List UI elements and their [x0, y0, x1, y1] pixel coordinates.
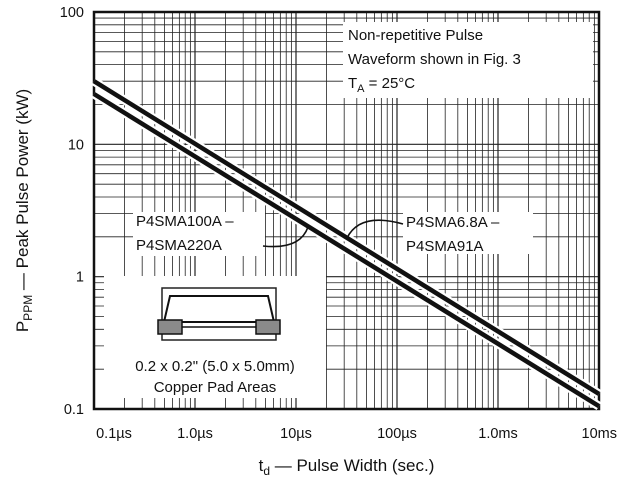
x-tick-label: 0.1µs	[96, 426, 132, 442]
left-pad	[157, 319, 183, 335]
smd-package-icon	[157, 287, 281, 341]
package-body	[162, 295, 276, 323]
y-tick-label: 0.1	[64, 402, 84, 418]
series-b-leader	[262, 226, 309, 248]
pad-line-1: 0.2 x 0.2" (5.0 x 5.0mm)	[135, 358, 295, 375]
series-b-label-line-1: P4SMA100A –	[136, 213, 234, 230]
series-a-label-bg	[403, 212, 533, 254]
series-b-label: P4SMA100A – P4SMA220A	[133, 212, 309, 256]
series-a-label-line-2: P4SMA91A	[406, 238, 484, 255]
x-tick-label: 1.0ms	[478, 426, 518, 442]
right-pad	[255, 319, 281, 335]
copper-pad-inset: 0.2 x 0.2" (5.0 x 5.0mm) Copper Pad Area…	[104, 276, 326, 398]
series-a-label-line-1: P4SMA6.8A –	[406, 214, 500, 231]
series-line-2	[92, 92, 601, 409]
plot-frame	[92, 10, 601, 411]
series-b-label-line-2: P4SMA220A	[136, 237, 222, 254]
x-tick-label: 10µs	[280, 426, 312, 442]
condition-line-3: TA = 25°C	[348, 75, 415, 95]
y-axis-label: PPPM — Peak Pulse Power (kW)	[13, 89, 35, 332]
x-axis-label: td — Pulse Width (sec.)	[259, 456, 435, 478]
series-a-label: P4SMA6.8A – P4SMA91A	[346, 212, 533, 255]
y-tick-label: 10	[68, 137, 84, 153]
y-tick-label: 1	[76, 270, 84, 286]
condition-box-bg	[343, 22, 593, 98]
condition-line-1: Non-repetitive Pulse	[348, 27, 483, 44]
y-tick-labels: 0.1 1 10 100	[60, 5, 84, 418]
y-tick-label: 100	[60, 5, 84, 21]
x-tick-label: 10ms	[582, 426, 617, 442]
series-b-label-bg	[133, 212, 265, 256]
condition-line-2: Waveform shown in Fig. 3	[348, 51, 521, 68]
x-tick-label: 1.0µs	[177, 426, 213, 442]
pad-line-2: Copper Pad Areas	[154, 379, 277, 396]
series-a-leader	[346, 219, 404, 239]
x-tick-labels: 0.1µs 1.0µs 10µs 100µs 1.0ms 10ms	[96, 426, 617, 442]
x-tick-label: 100µs	[377, 426, 417, 442]
test-condition-box: Non-repetitive Pulse Waveform shown in F…	[343, 22, 593, 98]
